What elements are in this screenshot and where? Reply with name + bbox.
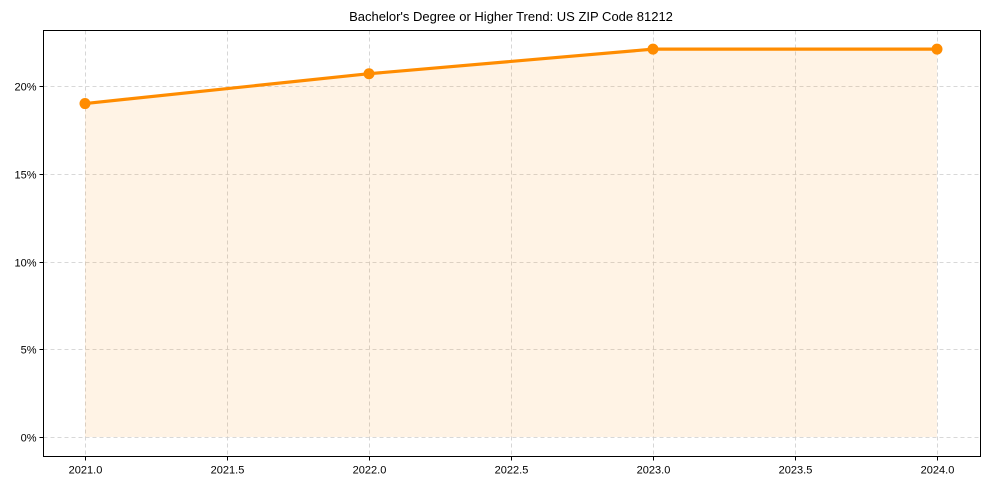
y-tick-label: 10%	[14, 258, 36, 270]
x-tick-label: 2022.0	[353, 465, 387, 477]
x-tick-label: 2024.0	[921, 465, 955, 477]
y-tick-label: 15%	[14, 170, 36, 182]
area-fill	[85, 49, 937, 438]
data-point-marker	[931, 43, 943, 55]
x-tick-label: 2023.5	[779, 465, 813, 477]
x-axis: 2021.0 2021.5 2022.0 2022.5 2023.0 2023.5 2024…	[69, 456, 955, 477]
y-axis: 0% 5% 10% 15% 20%	[14, 82, 44, 445]
x-tick-label: 2021.5	[211, 465, 245, 477]
y-tick-label: 5%	[21, 345, 37, 357]
x-tick-label: 2022.5	[495, 465, 529, 477]
y-tick-label: 0%	[21, 433, 37, 445]
data-markers	[79, 43, 943, 110]
x-tick-label: 2023.0	[637, 465, 671, 477]
data-point-marker	[647, 43, 659, 55]
data-point-marker	[79, 98, 91, 110]
chart-title: Bachelor's Degree or Higher Trend: US ZI…	[349, 9, 673, 24]
data-line	[84, 47, 937, 106]
y-tick-label: 20%	[14, 82, 36, 94]
data-point-marker	[363, 68, 375, 80]
x-tick-label: 2021.0	[69, 465, 103, 477]
grid-lines	[43, 30, 981, 457]
